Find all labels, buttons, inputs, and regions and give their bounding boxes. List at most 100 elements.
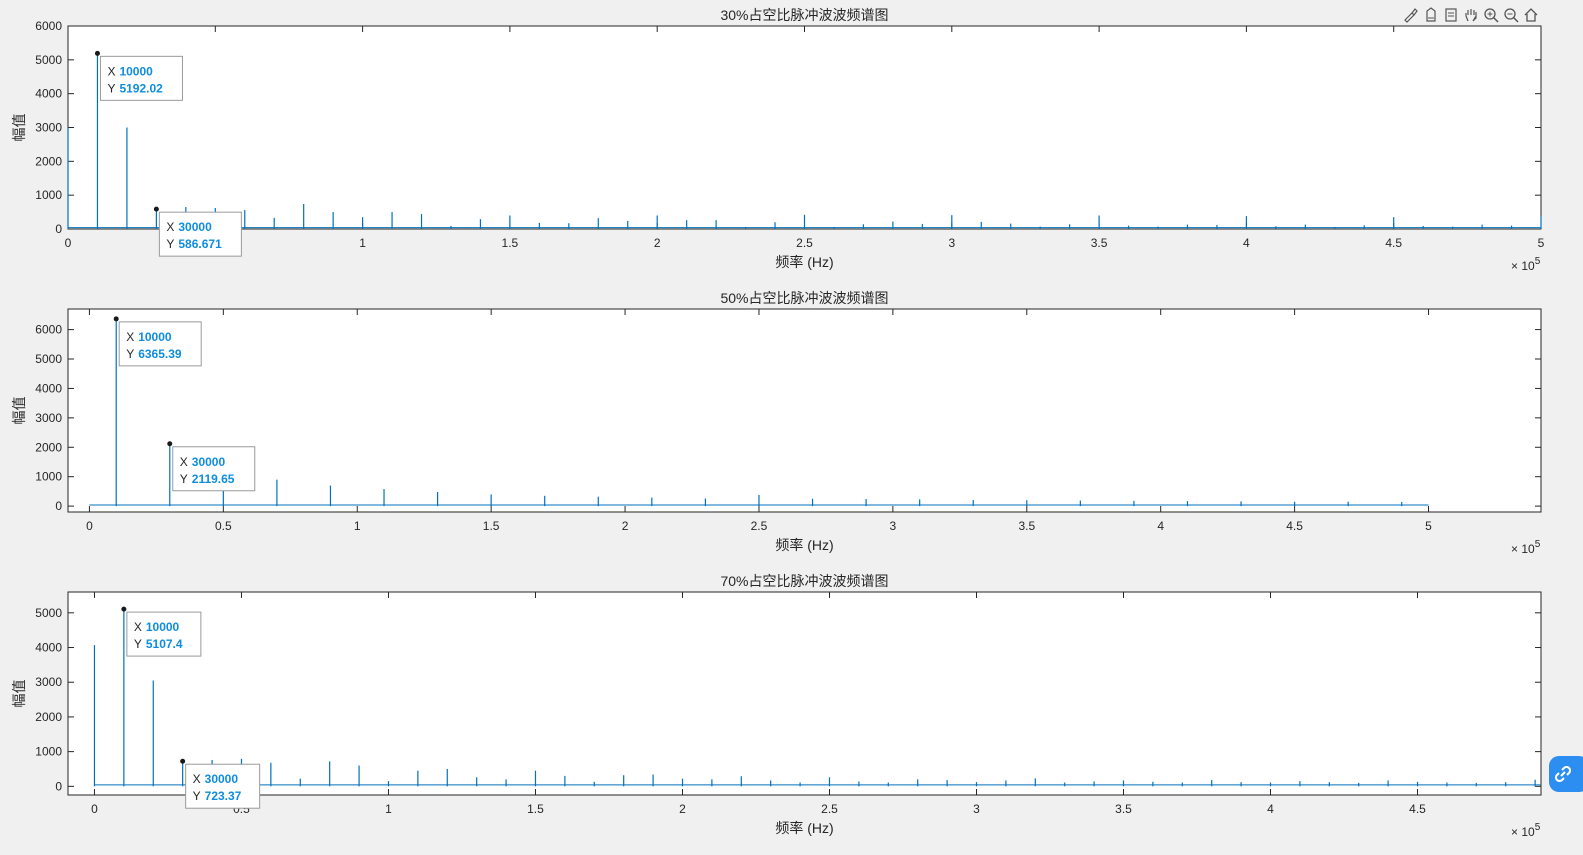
datatip-x-key: X <box>166 220 174 234</box>
datatip-y-key: Y <box>107 81 115 95</box>
zoom-out-icon[interactable] <box>1502 6 1520 24</box>
x-exponent-label: × 105 <box>1511 539 1541 556</box>
x-tick-label: 0 <box>65 236 72 250</box>
y-tick-label: 2000 <box>35 710 62 724</box>
x-tick-label: 3.5 <box>1018 519 1035 533</box>
restore-view-icon[interactable] <box>1442 6 1460 24</box>
datatip-x-value: 10000 <box>138 330 172 344</box>
pan-icon[interactable] <box>1462 6 1480 24</box>
axes-box <box>67 308 1542 513</box>
datatip-x-value: 10000 <box>119 64 153 78</box>
chart-title: 30%占空比脉冲波波频谱图 <box>720 7 888 23</box>
brush-icon[interactable] <box>1402 6 1420 24</box>
datatip-box: X 10000 Y 5192.02 <box>99 55 183 101</box>
datatip-x-key: X <box>134 620 142 634</box>
x-tick-label: 3.5 <box>1115 802 1132 816</box>
y-tick-label: 6000 <box>35 19 62 33</box>
x-tick-label: 4.5 <box>1286 519 1303 533</box>
datatip-frame <box>99 55 183 101</box>
y-tick-label: 4000 <box>35 381 62 395</box>
y-tick-label: 1000 <box>35 470 62 484</box>
datatip-marker <box>180 758 186 764</box>
y-tick-label: 5000 <box>35 606 62 620</box>
x-tick-label: 0 <box>91 802 98 816</box>
y-tick-label: 1000 <box>35 188 62 202</box>
figure-canvas: 30%占空比脉冲波波频谱图00.511.522.533.544.55010002… <box>11 7 1545 839</box>
chart-title: 50%占空比脉冲波波频谱图 <box>720 290 888 306</box>
datatip-x-value: 30000 <box>192 455 226 469</box>
datatip-box: X 10000 Y 5107.4 <box>126 611 202 657</box>
y-tick-label: 0 <box>55 779 62 793</box>
x-tick-label: 2 <box>654 236 661 250</box>
datatip-frame <box>118 321 202 367</box>
datatip-x-key: X <box>126 330 134 344</box>
axes-box <box>67 25 1542 230</box>
y-axis-label: 幅值 <box>11 680 27 708</box>
y-tick-label: 3000 <box>35 675 62 689</box>
x-tick-label: 2 <box>622 519 629 533</box>
x-axis-label: 频率 (Hz) <box>775 254 833 270</box>
x-tick-label: 1.5 <box>502 236 519 250</box>
datatip-x-value: 10000 <box>146 620 180 634</box>
x-tick-label: 4 <box>1267 802 1274 816</box>
x-tick-label: 4 <box>1243 236 1250 250</box>
home-icon[interactable] <box>1522 6 1540 24</box>
datatip-y-value: 6365.39 <box>138 347 182 361</box>
x-tick-label: 3.5 <box>1091 236 1108 250</box>
datatip-y-value: 586.671 <box>178 237 222 251</box>
datatip-x-value: 30000 <box>205 772 239 786</box>
link-icon <box>1555 766 1571 782</box>
y-tick-label: 3000 <box>35 121 62 135</box>
x-tick-label: 1.5 <box>483 519 500 533</box>
y-tick-label: 6000 <box>35 323 62 337</box>
chart-title: 70%占空比脉冲波波频谱图 <box>720 573 888 589</box>
x-exponent-label: × 105 <box>1511 822 1541 839</box>
datatip-box: X 30000 Y 723.37 <box>185 763 261 809</box>
y-tick-label: 4000 <box>35 641 62 655</box>
datatip-y-key: Y <box>193 789 201 803</box>
x-tick-label: 2.5 <box>751 519 768 533</box>
datatip-marker <box>153 206 159 212</box>
x-tick-label: 2 <box>679 802 686 816</box>
datatip-y-value: 2119.65 <box>192 472 235 486</box>
side-float-button[interactable] <box>1549 756 1583 792</box>
y-tick-label: 2000 <box>35 440 62 454</box>
x-tick-label: 4.5 <box>1385 236 1402 250</box>
datatip-x-key: X <box>107 64 115 78</box>
datatip-frame <box>126 611 202 657</box>
zoom-in-icon[interactable] <box>1482 6 1500 24</box>
chart-panel-1: 30%占空比脉冲波波频谱图00.511.522.533.544.55010002… <box>11 7 1545 273</box>
datatip-marker <box>113 316 119 322</box>
x-tick-label: 3 <box>948 236 955 250</box>
y-tick-label: 5000 <box>35 352 62 366</box>
x-tick-label: 5 <box>1425 519 1432 533</box>
x-tick-label: 3 <box>890 519 897 533</box>
x-axis-label: 频率 (Hz) <box>775 537 833 553</box>
x-tick-label: 0.5 <box>215 519 232 533</box>
y-tick-label: 0 <box>55 222 62 236</box>
data-tips-icon[interactable] <box>1422 6 1440 24</box>
datatip-box: X 30000 Y 586.671 <box>158 211 242 257</box>
datatip-marker <box>94 50 100 56</box>
y-axis-label: 幅值 <box>11 397 27 425</box>
datatip-y-key: Y <box>126 347 134 361</box>
x-tick-label: 1 <box>385 802 392 816</box>
x-tick-label: 1 <box>359 236 366 250</box>
y-axis-label: 幅值 <box>11 114 27 142</box>
x-tick-label: 2.5 <box>821 802 838 816</box>
y-tick-label: 1000 <box>35 745 62 759</box>
y-tick-label: 3000 <box>35 411 62 425</box>
datatip-frame <box>172 446 256 492</box>
datatip-y-key: Y <box>166 237 174 251</box>
datatip-x-key: X <box>193 772 201 786</box>
datatip-y-key: Y <box>180 472 188 486</box>
x-tick-label: 0 <box>86 519 93 533</box>
datatip-marker <box>121 606 127 612</box>
datatip-y-value: 5107.4 <box>146 637 183 651</box>
y-tick-label: 4000 <box>35 87 62 101</box>
datatip-y-key: Y <box>134 637 142 651</box>
datatip-x-key: X <box>180 455 188 469</box>
x-tick-label: 4.5 <box>1409 802 1426 816</box>
x-tick-label: 2.5 <box>796 236 813 250</box>
